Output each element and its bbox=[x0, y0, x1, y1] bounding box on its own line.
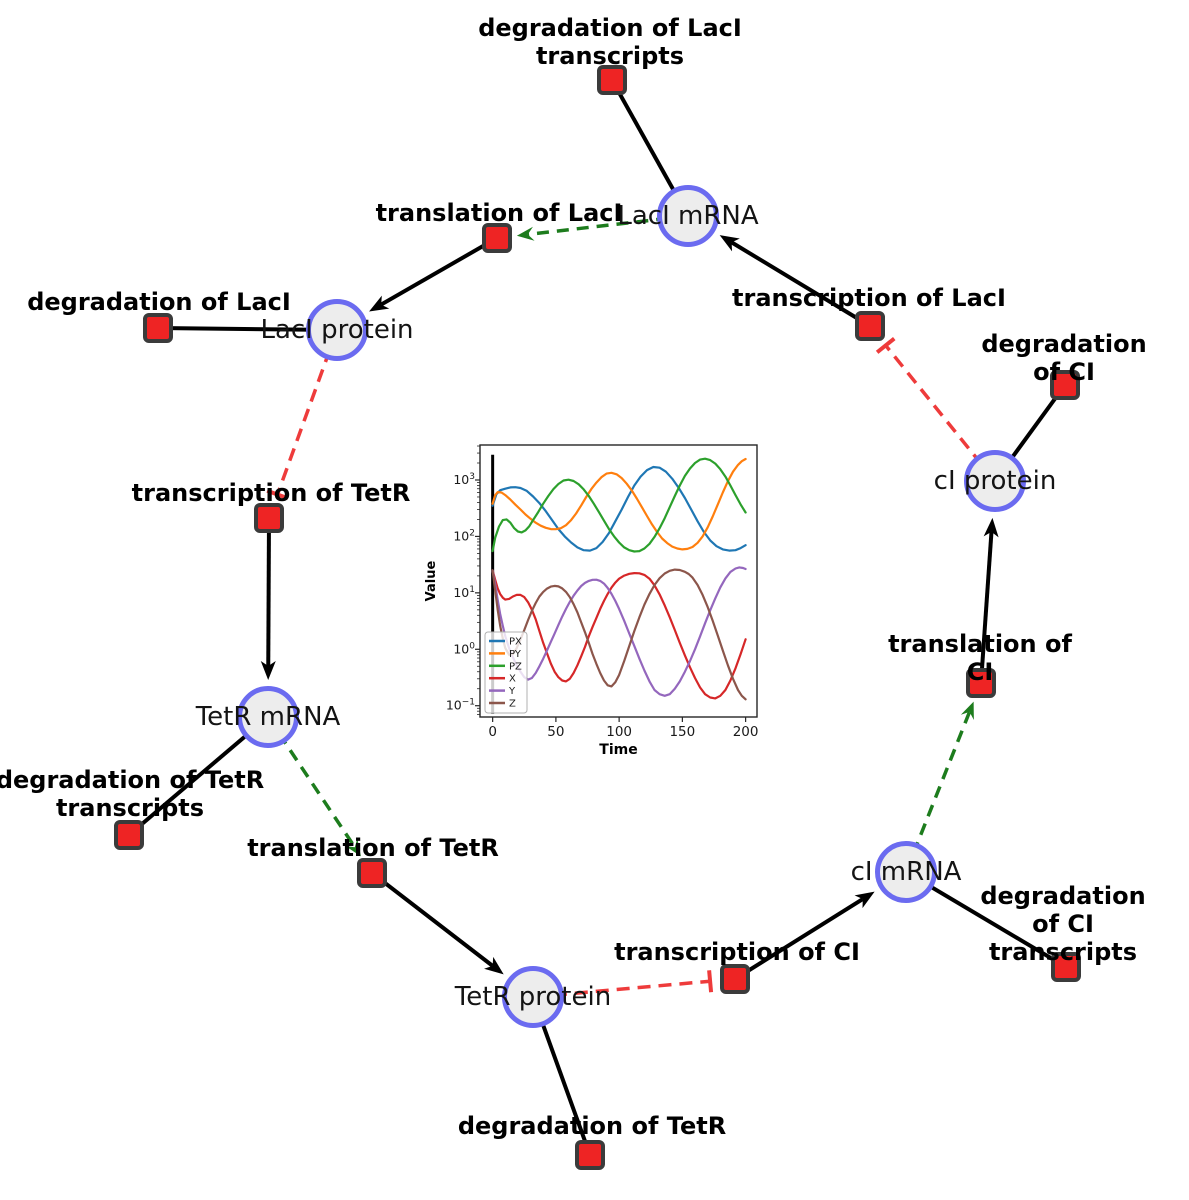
y-tick-label-1e0: 100 bbox=[453, 641, 475, 656]
chart-series-Z bbox=[491, 568, 747, 701]
reaction-node-tln_tetr[interactable] bbox=[357, 858, 387, 888]
chart-svg: 0 50 100 150 20010−1100101102103TimeValuePXP… bbox=[424, 444, 759, 758]
edge-tln_laci-laci_protein bbox=[380, 236, 498, 307]
y-tick-label-1e-1: 10−1 bbox=[446, 698, 475, 713]
x-tick-label-150: 150 bbox=[669, 724, 695, 740]
edge-tln_tetr-tetr_protein bbox=[370, 871, 494, 968]
chart-series-PZ bbox=[491, 457, 747, 553]
edge-txn_tetr-tetr_mrna-arrowhead-icon bbox=[260, 660, 276, 681]
edge-tln_ci-ci_protein bbox=[979, 531, 994, 684]
reaction-node-deg_ci_tx[interactable] bbox=[1051, 952, 1081, 982]
edge-ci_mrna-deg_ci_tx bbox=[904, 870, 1068, 969]
species-node-laci_mrna[interactable] bbox=[657, 185, 719, 247]
legend-entry-PY: PY bbox=[509, 649, 522, 660]
legend-entry-X: X bbox=[509, 674, 516, 685]
reaction-node-deg_ci[interactable] bbox=[1050, 370, 1080, 400]
reaction-node-tln_ci[interactable] bbox=[966, 668, 996, 698]
reaction-node-txn_ci[interactable] bbox=[720, 964, 750, 994]
reaction-node-tln_laci[interactable] bbox=[482, 223, 512, 253]
edge-tln_laci-laci_protein-arrowhead-icon bbox=[369, 295, 390, 312]
chart-series-PX bbox=[491, 465, 747, 552]
x-tick-label-100: 100 bbox=[606, 724, 632, 740]
reaction-node-deg_laci_tx[interactable] bbox=[597, 65, 627, 95]
edge-txn_laci-laci_mrna bbox=[730, 240, 872, 328]
edge-txn_tetr-tetr_mrna bbox=[266, 517, 271, 667]
edge-laci_protein-txn_tetr-inhibit-bar-icon bbox=[266, 488, 289, 501]
x-tick-label-200: 200 bbox=[733, 724, 759, 740]
x-tick-label-50: 50 bbox=[547, 724, 564, 740]
legend-entry-Y: Y bbox=[508, 686, 516, 697]
legend-entry-PZ: PZ bbox=[509, 661, 522, 672]
chart-series-PY bbox=[491, 457, 747, 551]
reaction-node-deg_laci[interactable] bbox=[143, 313, 173, 343]
x-tick-label-0: 0 bbox=[488, 724, 497, 740]
y-tick-label-1e2: 102 bbox=[453, 528, 475, 543]
species-node-tetr_mrna[interactable] bbox=[237, 686, 299, 748]
legend-entry-PX: PX bbox=[509, 637, 522, 648]
edge-tln_tetr-tetr_protein-arrowhead-icon bbox=[484, 956, 504, 975]
species-node-tetr_protein[interactable] bbox=[502, 966, 564, 1028]
reaction-node-txn_laci[interactable] bbox=[855, 311, 885, 341]
edge-txn_ci-ci_mrna bbox=[733, 897, 864, 981]
species-node-ci_protein[interactable] bbox=[964, 450, 1026, 512]
y-axis-label: Value bbox=[424, 560, 439, 601]
chart-series-X bbox=[491, 569, 747, 700]
reaction-node-txn_tetr[interactable] bbox=[254, 503, 284, 533]
reaction-node-deg_tetr[interactable] bbox=[575, 1140, 605, 1170]
y-tick-label-1e1: 101 bbox=[453, 585, 475, 600]
chart-frame bbox=[479, 444, 758, 718]
y-tick-label-1e3: 103 bbox=[453, 472, 475, 487]
edge-tln_ci-ci_protein-arrowhead-icon bbox=[983, 517, 999, 538]
edge-tetr_mrna-tln_tetr-arrowhead-icon bbox=[345, 838, 361, 857]
legend-entry-Z: Z bbox=[509, 699, 516, 710]
edge-tetr_protein-txn_ci-inhibit-bar-icon bbox=[707, 970, 714, 993]
edge-ci_protein-txn_laci-inhibit-bar-icon bbox=[875, 336, 896, 354]
species-node-laci_protein[interactable] bbox=[306, 299, 368, 361]
edge-txn_laci-laci_mrna-arrowhead-icon bbox=[719, 235, 740, 252]
edge-txn_ci-ci_mrna-arrowhead-icon bbox=[854, 891, 875, 909]
reaction-node-deg_tetr_tx[interactable] bbox=[114, 820, 144, 850]
timeseries-inset-chart: 0 50 100 150 200 10−1 100 101 102 103 Time Value PX P… bbox=[424, 436, 762, 762]
x-axis-label: Time bbox=[599, 742, 637, 758]
edge-ci_mrna-tln_ci-arrowhead-icon bbox=[960, 701, 974, 720]
edge-laci_mrna-tln_laci-arrowhead-icon bbox=[516, 226, 535, 241]
species-node-ci_mrna[interactable] bbox=[875, 841, 937, 903]
